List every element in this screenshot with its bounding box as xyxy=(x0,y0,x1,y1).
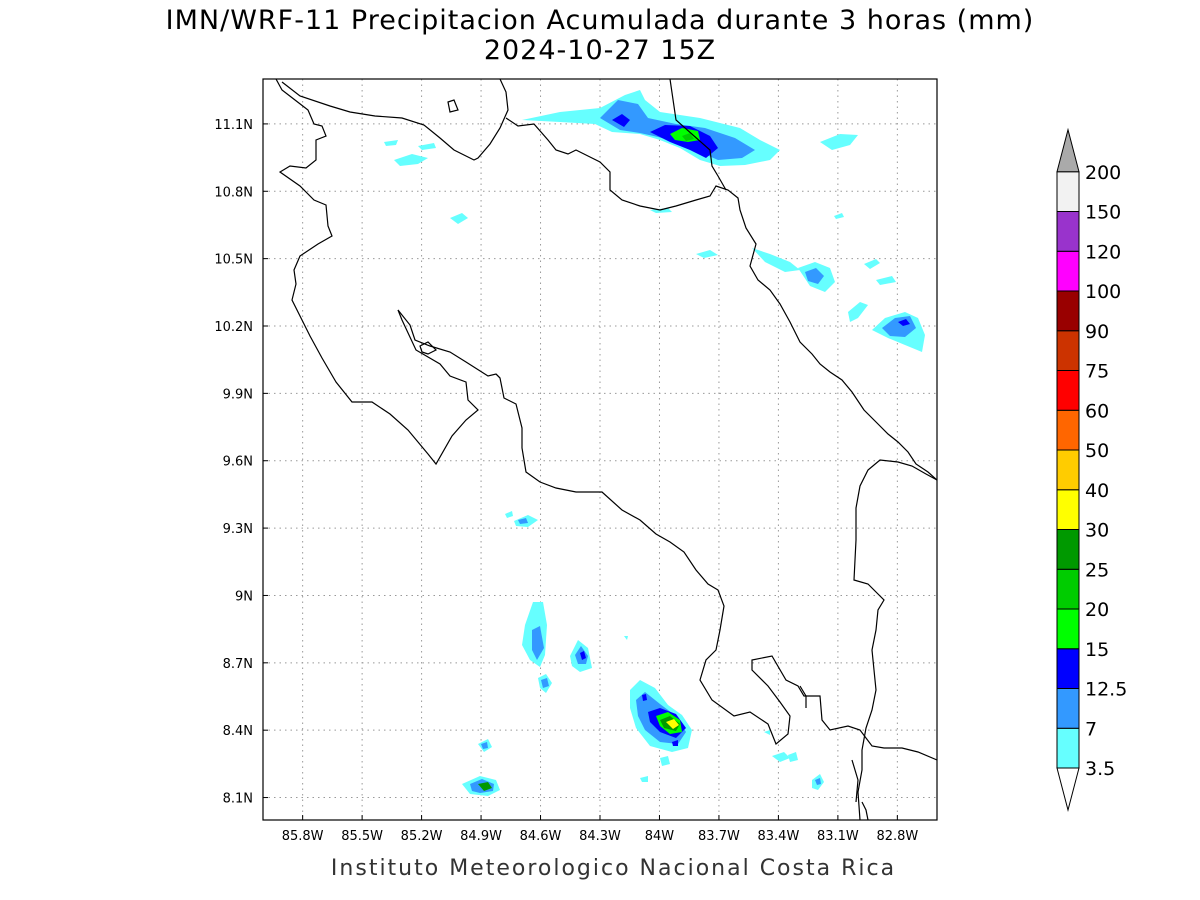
legend-swatch xyxy=(1056,290,1080,332)
x-tick-label: 83.1W xyxy=(817,829,859,844)
legend-swatch xyxy=(1056,370,1080,411)
x-tick-label: 83.7W xyxy=(698,829,740,844)
y-tick-label: 10.2N xyxy=(214,320,253,335)
y-tick-label: 9.6N xyxy=(223,455,253,470)
y-tick-label: 9.3N xyxy=(223,522,253,537)
x-axis-labels: 85.8W 85.5W 85.2W 84.9W 84.6W 84.3W 84W 83.7W 83… xyxy=(282,829,919,844)
color-legend: 3.5 7 12.5 15 20 25 30 40 50 60 75 90 100 120 150 200 xyxy=(1056,127,1127,812)
legend-upper-arrow xyxy=(1056,127,1080,173)
legend-swatch xyxy=(1056,489,1080,530)
legend-swatch xyxy=(1056,648,1080,689)
legend-level-label: 20 xyxy=(1085,599,1109,621)
y-tick-label: 11.1N xyxy=(214,118,253,133)
legend-swatch xyxy=(1056,330,1080,371)
precip-cluster-south xyxy=(462,511,824,796)
legend-level-label: 25 xyxy=(1085,559,1109,581)
legend-level-label: 75 xyxy=(1085,361,1109,383)
y-tick-label: 10.5N xyxy=(214,253,253,268)
legend-level-label: 3.5 xyxy=(1085,758,1115,780)
legend-level-label: 50 xyxy=(1085,440,1109,462)
legend-level-label: 120 xyxy=(1085,241,1121,263)
y-tick-label: 9N xyxy=(235,589,253,604)
y-tick-label: 10.8N xyxy=(214,185,253,200)
legend-swatch xyxy=(1056,211,1080,252)
legend-level-label: 100 xyxy=(1085,281,1121,303)
legend-lower-arrow xyxy=(1056,767,1080,812)
precip-cluster-northeast xyxy=(752,248,925,352)
precip-fields xyxy=(384,90,925,796)
legend-level-label: 60 xyxy=(1085,400,1109,422)
x-tick-label: 85.2W xyxy=(401,829,443,844)
legend-level-label: 200 xyxy=(1085,162,1121,184)
legend-level-label: 40 xyxy=(1085,480,1109,502)
x-tick-label: 84.9W xyxy=(460,829,502,844)
precip-cluster-north xyxy=(384,90,858,258)
x-tick-label: 84.3W xyxy=(579,829,621,844)
x-tick-label: 85.8W xyxy=(282,829,324,844)
x-tick-label: 84W xyxy=(645,829,675,844)
y-tick-label: 8.4N xyxy=(223,724,253,739)
coastlines xyxy=(275,79,937,820)
chart-title: IMN/WRF-11 Precipitacion Acumulada duran… xyxy=(165,5,1035,36)
legend-level-label: 7 xyxy=(1085,718,1097,740)
legend-swatch xyxy=(1056,568,1080,610)
legend-swatch xyxy=(1056,727,1080,769)
y-tick-label: 8.7N xyxy=(223,657,253,672)
y-axis-labels: 11.1N 10.8N 10.5N 10.2N 9.9N 9.6N 9.3N 9N 8.7N 8.… xyxy=(214,118,253,807)
map-grid xyxy=(263,79,937,820)
footer-credit: Instituto Meteorologico Nacional Costa R… xyxy=(330,856,897,881)
legend-swatch xyxy=(1056,688,1080,729)
map-frame xyxy=(262,78,938,821)
y-tick-label: 9.9N xyxy=(223,387,253,402)
legend-swatch xyxy=(1056,171,1080,212)
legend-level-label: 30 xyxy=(1085,520,1109,542)
x-tick-label: 84.6W xyxy=(520,829,562,844)
x-tick-label: 83.4W xyxy=(758,829,800,844)
legend-swatch xyxy=(1056,449,1080,491)
x-tick-label: 82.8W xyxy=(876,829,918,844)
legend-level-label: 150 xyxy=(1085,202,1121,224)
y-tick-label: 8.1N xyxy=(223,792,253,807)
legend-level-label: 90 xyxy=(1085,321,1109,343)
legend-level-label: 15 xyxy=(1085,639,1109,661)
legend-swatch xyxy=(1056,608,1080,650)
legend-swatch xyxy=(1056,250,1080,292)
x-tick-label: 85.5W xyxy=(341,829,383,844)
legend-swatch xyxy=(1056,529,1080,570)
chart-subtitle: 2024-10-27 15Z xyxy=(483,35,717,66)
legend-swatch xyxy=(1056,409,1080,451)
legend-level-label: 12.5 xyxy=(1085,679,1127,701)
